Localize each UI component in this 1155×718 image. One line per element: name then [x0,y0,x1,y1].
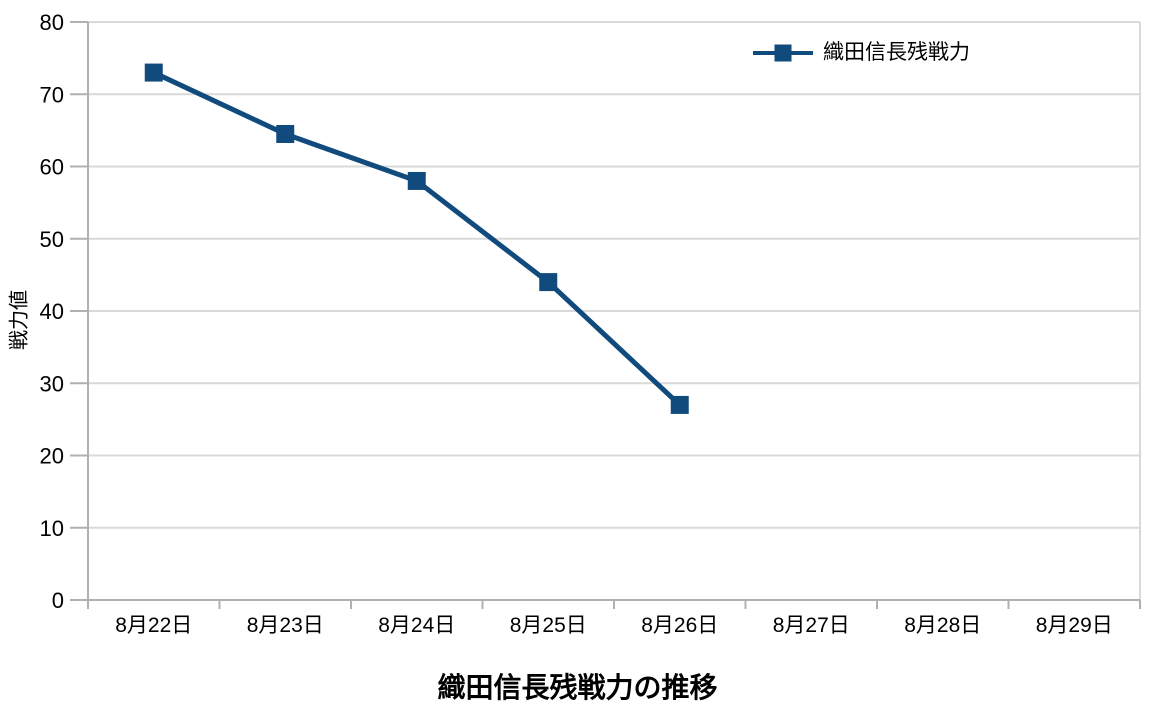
y-tick-label: 40 [40,299,64,324]
legend-label: 織田信長残戦力 [823,41,970,64]
data-point-marker [670,395,689,414]
x-tick-label: 8月24日 [378,614,455,637]
x-tick-label: 8月22日 [115,614,192,637]
y-tick-label: 30 [40,371,64,396]
y-tick-label: 50 [40,227,64,252]
y-tick-label: 60 [40,155,64,180]
y-tick-label: 0 [52,588,64,613]
chart-title: 織田信長残戦力の推移 [437,672,718,703]
y-tick-label: 80 [40,10,64,35]
x-tick-label: 8月29日 [1036,614,1113,637]
x-tick-label: 8月26日 [641,614,718,637]
x-tick-label: 8月28日 [904,614,981,637]
x-tick-label: 8月27日 [773,614,850,637]
legend-marker-icon [753,44,813,62]
x-tick-label: 8月23日 [247,614,324,637]
y-tick-label: 70 [40,82,64,107]
y-tick-label: 10 [40,516,64,541]
legend: 織田信長残戦力 [752,41,970,65]
y-tick-label: 20 [40,444,64,469]
x-tick-label: 8月25日 [510,614,587,637]
data-point-marker [144,63,163,82]
data-point-marker [407,171,426,190]
data-point-marker [539,273,558,292]
y-axis-title: 戦力値 [8,290,31,350]
data-point-marker [276,124,295,143]
